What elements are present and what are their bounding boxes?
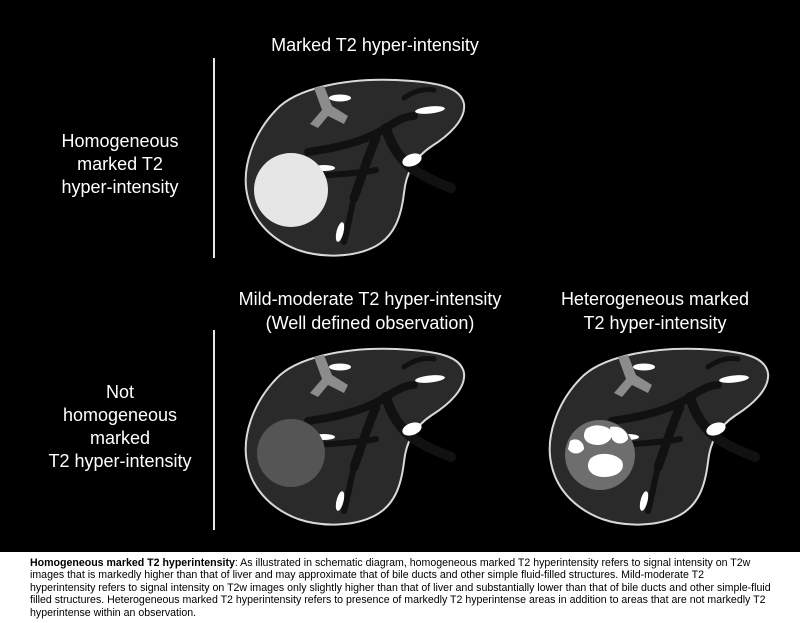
title-heterogeneous-line-1: Heterogeneous marked	[560, 289, 750, 309]
caption-text: : As illustrated in schematic diagram, h…	[30, 557, 771, 619]
lesion-mild-moderate	[257, 419, 325, 487]
figure-caption: Homogeneous marked T2 hyperintensity: As…	[0, 552, 800, 623]
title-heterogeneous: Heterogeneous marked T2 hyper-intensity	[535, 287, 775, 335]
row-label-bottom-line-1: Not	[105, 382, 134, 402]
row-label-bottom-line-2: homogeneous	[62, 405, 178, 425]
liver-diagram-mild-moderate	[236, 327, 476, 537]
liver-diagram-heterogeneous	[540, 327, 780, 537]
caption-heading: Homogeneous marked T2 hyperintensity	[30, 557, 235, 569]
title-marked-t2-text: Marked T2 hyper-intensity	[271, 35, 479, 55]
row-label-bottom-line-3: marked	[89, 428, 151, 448]
lesion-homogeneous-marked	[254, 153, 328, 227]
row-label-top-line-3: hyper-intensity	[61, 177, 179, 197]
divider-top	[213, 58, 215, 258]
liver-diagram-homogeneous	[236, 58, 476, 268]
row-label-top-line-2: marked T2	[77, 154, 163, 174]
title-mild-moderate-line-2: (Well defined observation)	[265, 313, 475, 333]
title-heterogeneous-line-2: T2 hyper-intensity	[583, 313, 727, 333]
row-label-top-line-1: Homogeneous	[61, 131, 179, 151]
row-label-not-homogeneous: Not homogeneous marked T2 hyper-intensit…	[30, 381, 210, 473]
title-marked-t2: Marked T2 hyper-intensity	[225, 33, 525, 57]
row-label-bottom-line-4: T2 hyper-intensity	[48, 451, 192, 471]
lesion-heterogeneous	[565, 420, 635, 490]
title-mild-moderate-line-1: Mild-moderate T2 hyper-intensity	[238, 289, 502, 309]
divider-bottom	[213, 330, 215, 530]
title-mild-moderate: Mild-moderate T2 hyper-intensity (Well d…	[210, 287, 530, 335]
row-label-homogeneous: Homogeneous marked T2 hyper-intensity	[40, 130, 200, 199]
